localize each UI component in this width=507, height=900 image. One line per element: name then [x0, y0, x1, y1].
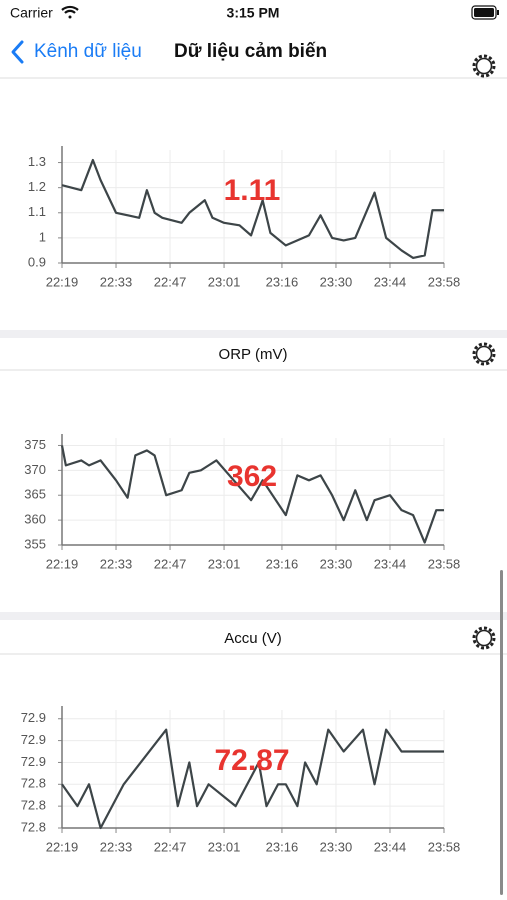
x-tick-label: 22:33	[100, 556, 133, 571]
x-tick-label: 22:47	[154, 839, 187, 854]
y-tick-label: 72.9	[21, 732, 46, 747]
x-tick-label: 22:47	[154, 556, 187, 571]
y-tick-label: 1.2	[28, 179, 46, 194]
x-tick-label: 23:44	[374, 274, 407, 289]
x-tick-label: 23:16	[266, 274, 299, 289]
y-tick-label: 1.3	[28, 154, 46, 169]
y-tick-label: 1	[39, 229, 46, 244]
back-label[interactable]: Kênh dữ liệu	[34, 41, 142, 62]
settings-icon[interactable]	[472, 626, 496, 650]
data-line	[61, 728, 444, 830]
y-tick-label: 355	[24, 536, 46, 551]
current-value: 72.87	[214, 744, 289, 777]
clock: 3:15 PM	[227, 5, 280, 21]
data-line	[60, 445, 444, 544]
y-tick-label: 370	[24, 462, 46, 477]
x-tick-label: 23:30	[320, 556, 353, 571]
x-tick-label: 23:58	[428, 556, 461, 571]
y-tick-label: 360	[24, 512, 46, 527]
settings-icon[interactable]	[472, 54, 496, 78]
y-tick-label: 1.1	[28, 204, 46, 219]
section-title: ORP (mV)	[219, 346, 288, 363]
back-button[interactable]: Kênh dữ liệu	[11, 40, 142, 64]
y-tick-label: 0.9	[28, 254, 46, 269]
x-tick-label: 23:01	[208, 274, 241, 289]
y-tick-label: 72.8	[21, 798, 46, 813]
data-line	[61, 158, 444, 260]
x-tick-label: 22:33	[100, 839, 133, 854]
current-value: 362	[227, 460, 277, 493]
carrier: Carrier	[10, 5, 53, 21]
current-value: 1.11	[224, 174, 281, 207]
x-tick-label: 22:33	[100, 274, 133, 289]
x-tick-label: 23:16	[266, 556, 299, 571]
y-tick-label: 72.8	[21, 776, 46, 791]
x-tick-label: 23:16	[266, 839, 299, 854]
x-tick-label: 23:30	[320, 274, 353, 289]
x-tick-label: 23:30	[320, 839, 353, 854]
section-title: Accu (V)	[224, 630, 282, 647]
x-tick-label: 22:19	[46, 839, 79, 854]
x-tick-label: 23:58	[428, 274, 461, 289]
y-tick-label: 72.8	[21, 819, 46, 834]
y-tick-label: 375	[24, 437, 46, 452]
x-tick-label: 23:44	[374, 556, 407, 571]
wifi-icon	[61, 5, 79, 19]
section-separator	[0, 330, 507, 338]
nav-title: Dữ liệu cảm biến	[174, 41, 327, 62]
x-tick-label: 22:19	[46, 274, 79, 289]
x-tick-label: 22:19	[46, 556, 79, 571]
y-tick-label: 72.9	[21, 754, 46, 769]
scrollbar	[500, 570, 503, 895]
section-separator	[0, 612, 507, 620]
x-tick-label: 23:01	[208, 556, 241, 571]
y-tick-label: 72.9	[21, 710, 46, 725]
x-tick-label: 23:58	[428, 839, 461, 854]
battery-icon	[471, 5, 499, 20]
x-tick-label: 23:44	[374, 839, 407, 854]
y-tick-label: 365	[24, 487, 46, 502]
x-tick-label: 22:47	[154, 274, 187, 289]
x-tick-label: 23:01	[208, 839, 241, 854]
settings-icon[interactable]	[472, 342, 496, 366]
